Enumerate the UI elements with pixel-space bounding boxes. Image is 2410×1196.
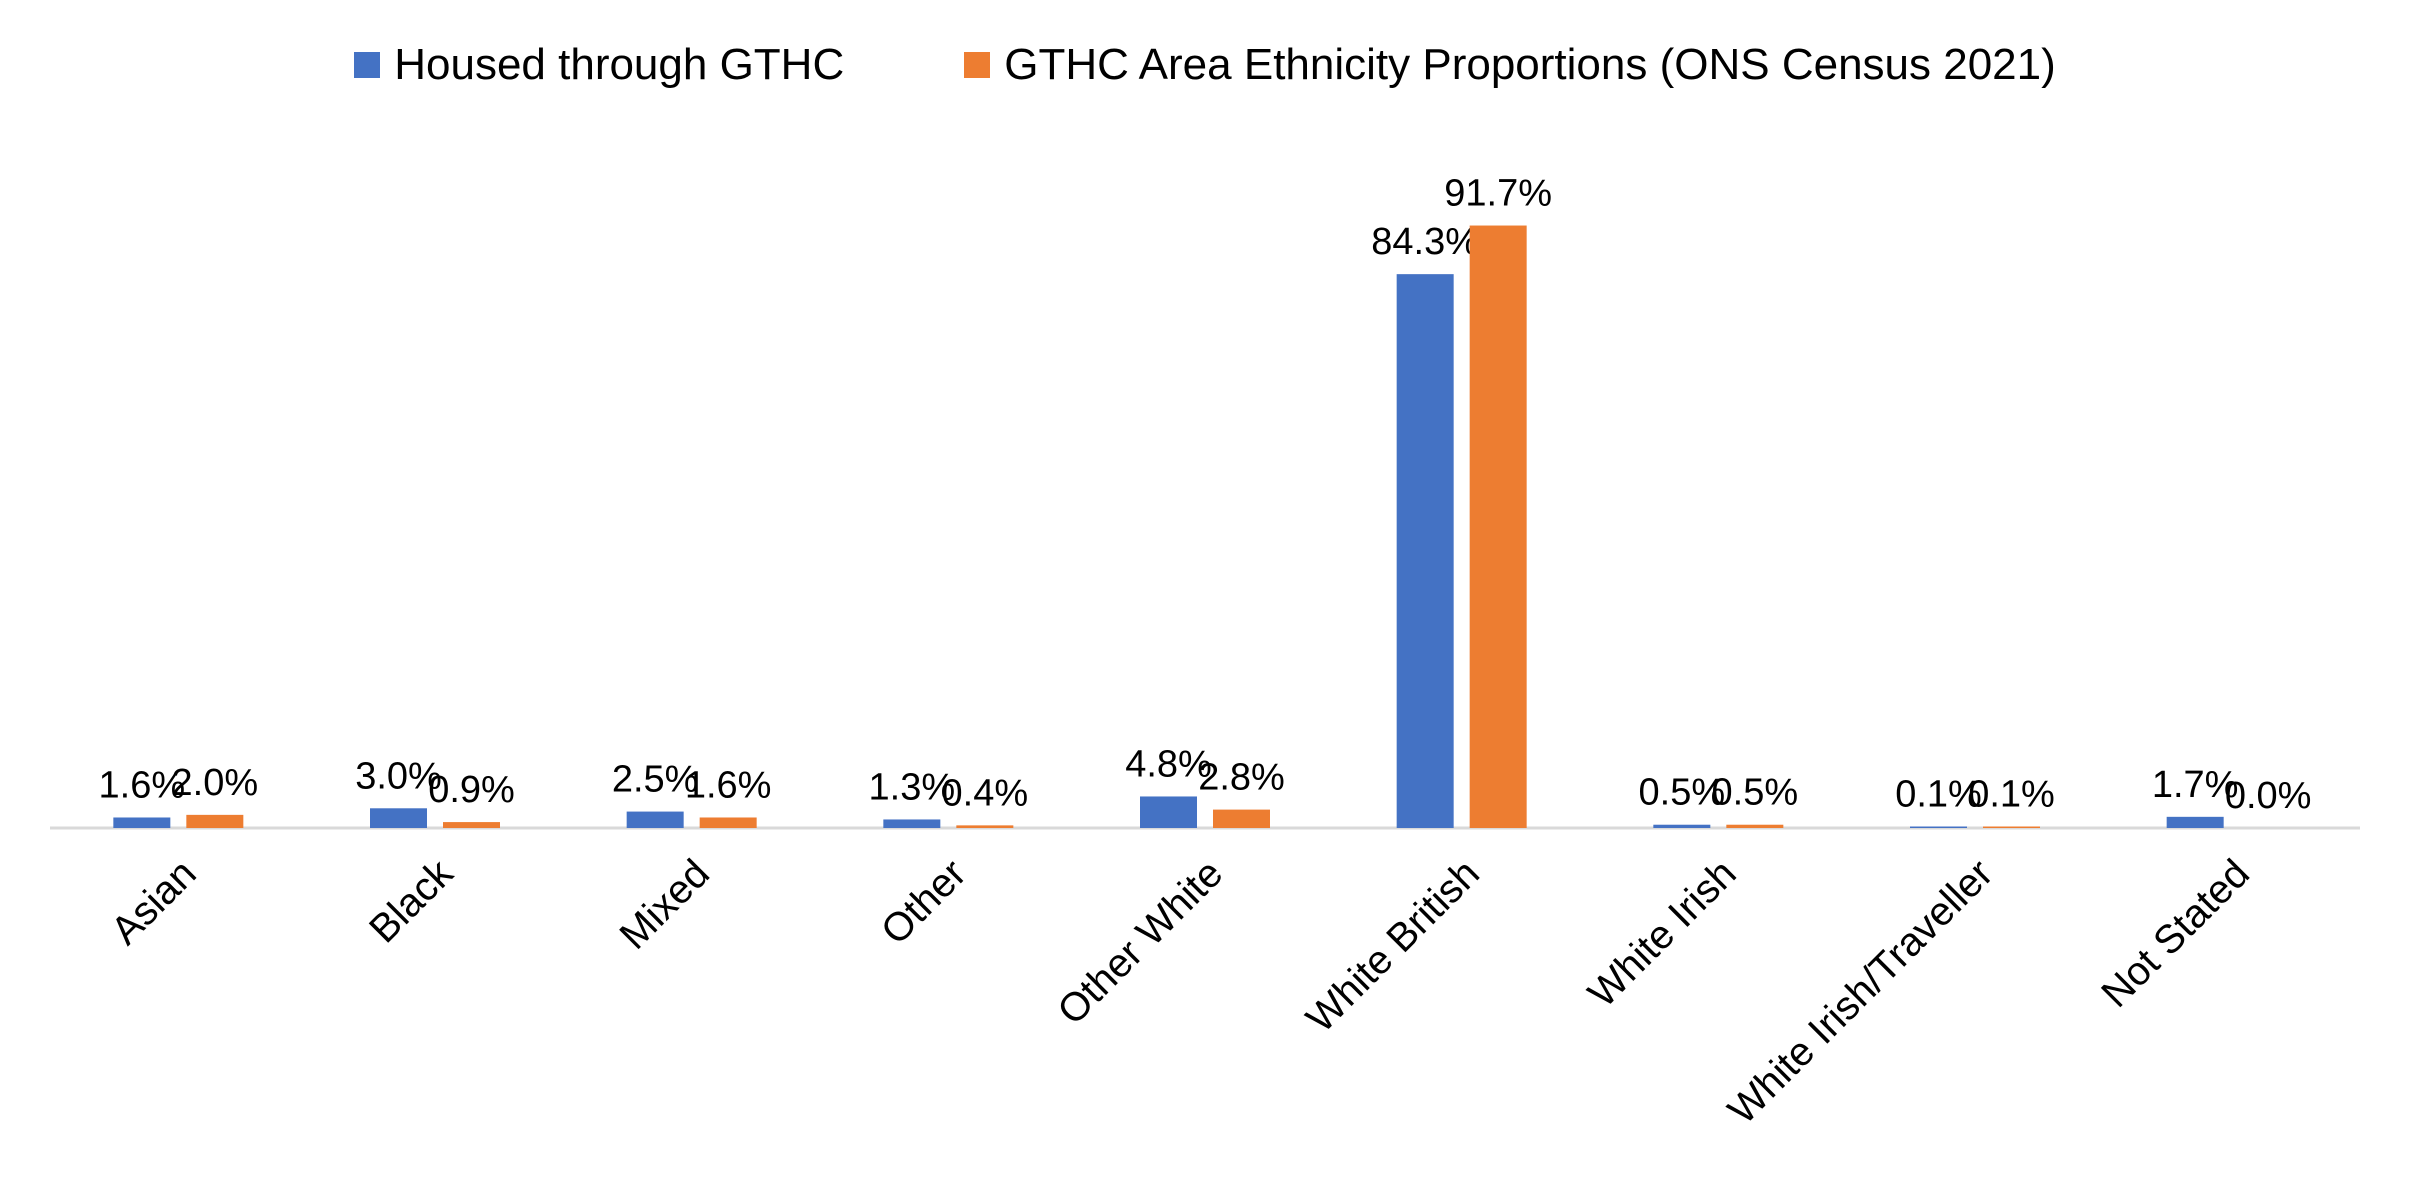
- bar-census-mixed: [699, 817, 757, 828]
- legend-label-census: GTHC Area Ethnicity Proportions (ONS Cen…: [1004, 40, 2056, 89]
- bar-housed-other-white: [1140, 796, 1197, 828]
- bar-census-other: [956, 825, 1014, 828]
- data-label-census-not-stated: 0.0%: [2225, 775, 2312, 817]
- data-label-census-asian: 2.0%: [172, 762, 259, 804]
- bar-housed-other: [883, 819, 941, 828]
- bar-housed-mixed: [626, 811, 684, 828]
- tick-label-white-irish: White Irish: [1580, 851, 1745, 1016]
- data-label-census-white-irish-traveller: 0.1%: [1968, 774, 2055, 816]
- data-label-housed-black: 3.0%: [355, 755, 442, 797]
- data-label-census-black: 0.9%: [428, 769, 515, 811]
- tick-label-white-irish-traveller: White Irish/Traveller: [1720, 851, 2002, 1133]
- bar-housed-white-british: [1396, 274, 1454, 828]
- data-label-housed-asian: 1.6%: [99, 764, 186, 806]
- data-label-housed-white-british: 84.3%: [1371, 221, 1479, 263]
- tick-label-white-british: White British: [1298, 851, 1488, 1041]
- chart-legend: Housed through GTHC GTHC Area Ethnicity …: [0, 40, 2410, 90]
- data-label-census-other: 0.4%: [942, 772, 1029, 814]
- data-label-housed-other: 1.3%: [869, 766, 956, 808]
- legend-item-census: GTHC Area Ethnicity Proportions (ONS Cen…: [964, 40, 2056, 90]
- bar-census-white-irish-traveller: [1983, 826, 2040, 828]
- data-label-census-white-british: 91.7%: [1444, 173, 1552, 215]
- data-label-housed-white-irish-traveller: 0.1%: [1895, 774, 1982, 816]
- legend-label-housed: Housed through GTHC: [394, 40, 845, 89]
- tick-label-not-stated: Not Stated: [2093, 851, 2258, 1016]
- data-label-census-mixed: 1.6%: [685, 764, 772, 806]
- bar-census-white-irish: [1726, 824, 1784, 828]
- tick-label-other-white: Other White: [1049, 851, 1231, 1033]
- bar-census-other-white: [1213, 809, 1270, 828]
- data-label-housed-mixed: 2.5%: [612, 759, 699, 801]
- tick-label-mixed: Mixed: [611, 851, 718, 958]
- bar-housed-asian: [113, 817, 171, 828]
- data-label-housed-not-stated: 1.7%: [2152, 764, 2239, 806]
- tick-label-asian: Asian: [103, 851, 205, 953]
- data-label-census-white-irish: 0.5%: [1712, 772, 1799, 814]
- data-label-housed-white-irish: 0.5%: [1639, 772, 1726, 814]
- bar-housed-black: [370, 808, 427, 828]
- bar-housed-white-irish: [1653, 824, 1711, 828]
- bar-census-black: [443, 822, 500, 828]
- bar-census-asian: [186, 814, 244, 828]
- data-label-housed-other-white: 4.8%: [1125, 743, 1212, 785]
- tick-label-other: Other: [873, 851, 975, 953]
- legend-item-housed: Housed through GTHC: [354, 40, 844, 90]
- bar-housed-not-stated: [2166, 816, 2224, 828]
- bar-housed-white-irish-traveller: [1910, 826, 1967, 828]
- bar-census-white-british: [1469, 225, 1527, 828]
- tick-label-black: Black: [361, 851, 462, 952]
- legend-swatch-census: [964, 52, 991, 78]
- legend-swatch-housed: [354, 52, 381, 78]
- data-label-census-other-white: 2.8%: [1198, 757, 1285, 799]
